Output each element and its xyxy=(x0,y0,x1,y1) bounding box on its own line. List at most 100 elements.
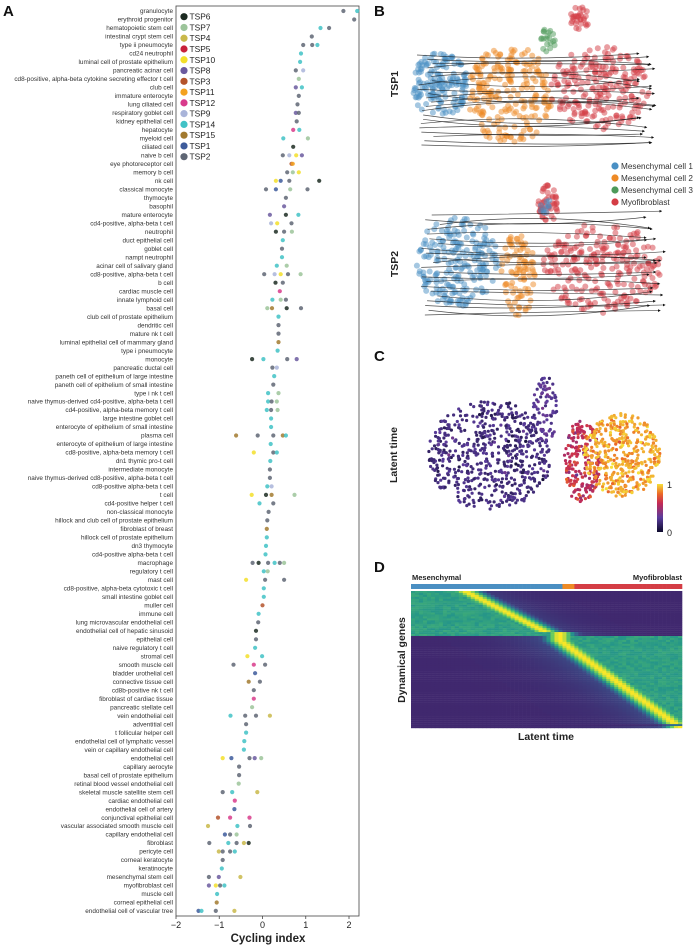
cell-point xyxy=(565,79,572,86)
heatmap-cell xyxy=(430,620,436,623)
row-label: cd24 neutrophil xyxy=(129,51,173,58)
cell-point xyxy=(593,475,597,479)
annotation-cell xyxy=(466,584,472,589)
heatmap-cell xyxy=(578,628,583,631)
annotation-cell xyxy=(546,584,551,589)
data-point-tsp14 xyxy=(261,594,266,599)
cell-point xyxy=(494,119,501,126)
heatmap-cell xyxy=(562,637,567,641)
heatmap-cell xyxy=(426,606,432,609)
heatmap-cell xyxy=(614,614,619,617)
cell-point xyxy=(623,265,630,272)
heatmap-cell xyxy=(442,594,448,598)
row-label: type i pneumocyte xyxy=(121,348,173,355)
heatmap-cell xyxy=(638,606,643,609)
heatmap-cell xyxy=(414,622,420,625)
cell-point xyxy=(457,456,461,460)
heatmap-cell xyxy=(494,645,499,648)
data-point-tsp10 xyxy=(213,883,218,888)
heatmap-cell xyxy=(522,628,527,631)
annotation-cell xyxy=(426,584,432,589)
cell-point xyxy=(592,432,596,436)
heatmap-cell xyxy=(618,608,623,611)
heatmap-cell xyxy=(522,618,527,621)
cell-point xyxy=(596,454,600,459)
row-label: cd4-positive alpha-beta t cell xyxy=(92,552,173,559)
heatmap-cell xyxy=(486,612,492,615)
heatmap-cell xyxy=(542,598,547,601)
heatmap-cell xyxy=(602,606,607,609)
heatmap-cell xyxy=(554,612,559,615)
legend-swatch-tsp8 xyxy=(180,66,188,75)
heatmap-cell xyxy=(586,632,591,635)
heatmap-cell xyxy=(442,645,448,648)
cell-point xyxy=(444,451,448,455)
heatmap-cell xyxy=(458,643,464,646)
row-label: kidney epithelial cell xyxy=(116,119,173,126)
cell-point xyxy=(491,75,498,82)
cell-point xyxy=(604,453,608,457)
cell-point xyxy=(524,450,529,454)
heatmap-cell xyxy=(646,594,651,598)
heatmap-cell xyxy=(494,608,499,611)
cell-point xyxy=(575,473,579,477)
data-point-tsp6 xyxy=(291,144,296,149)
cell-point xyxy=(486,429,490,433)
cell-point xyxy=(590,480,594,484)
row-label: luminal cell of prostate epithelium xyxy=(79,59,174,66)
cell-point xyxy=(600,265,607,271)
data-point-tsp2 xyxy=(283,195,288,200)
heatmap-cell xyxy=(670,643,675,646)
cell-point xyxy=(457,441,461,445)
heatmap-cell xyxy=(666,616,671,619)
heatmap-cell xyxy=(506,634,511,637)
heatmap-cell xyxy=(522,641,527,645)
cell-point xyxy=(648,480,653,484)
cell-point xyxy=(492,500,496,504)
heatmap-cell xyxy=(542,602,547,605)
heatmap-cell xyxy=(614,630,619,633)
heatmap-cell xyxy=(534,600,539,603)
heatmap-cell xyxy=(618,591,623,594)
heatmap-cell xyxy=(630,598,635,601)
heatmap-cell xyxy=(586,634,591,637)
heatmap-cell xyxy=(554,641,559,645)
cell-point xyxy=(598,426,602,431)
heatmap-cell xyxy=(618,612,623,615)
cell-point xyxy=(517,247,524,254)
heatmap-cell xyxy=(638,608,643,611)
heatmap-cell xyxy=(426,594,432,598)
cell-point xyxy=(451,453,455,458)
heatmap-cell xyxy=(478,592,484,596)
heatmap-cell xyxy=(566,592,571,596)
row-label: nk cell xyxy=(155,178,173,185)
heatmap-cell xyxy=(430,594,436,598)
heatmap-cell xyxy=(422,628,428,631)
heatmap-cell xyxy=(546,634,551,637)
heatmap-cell xyxy=(558,598,563,601)
data-point-tsp6 xyxy=(263,492,269,497)
heatmap-cell xyxy=(538,612,543,615)
heatmap-cell xyxy=(602,626,607,629)
heatmap-cell xyxy=(658,598,663,601)
heatmap-cell xyxy=(550,626,555,629)
heatmap-cell xyxy=(438,612,444,615)
data-point-tsp12 xyxy=(291,127,296,132)
cell-point xyxy=(518,491,522,495)
heatmap-cell xyxy=(674,641,679,645)
data-point-tsp8 xyxy=(206,883,211,888)
heatmap-cell xyxy=(534,620,539,623)
cell-point xyxy=(537,411,541,415)
cell-point xyxy=(611,45,618,52)
data-point-tsp14 xyxy=(228,713,233,718)
heatmap-cell xyxy=(502,596,507,600)
heatmap-cell xyxy=(670,602,675,605)
heatmap-cell xyxy=(514,616,519,619)
heatmap-cell xyxy=(546,643,551,646)
heatmap-cell xyxy=(478,634,484,637)
cell-point xyxy=(539,395,543,399)
cell-point xyxy=(635,456,640,460)
cell-point xyxy=(515,498,520,502)
cell-point xyxy=(497,451,501,455)
cell-point xyxy=(466,456,470,460)
